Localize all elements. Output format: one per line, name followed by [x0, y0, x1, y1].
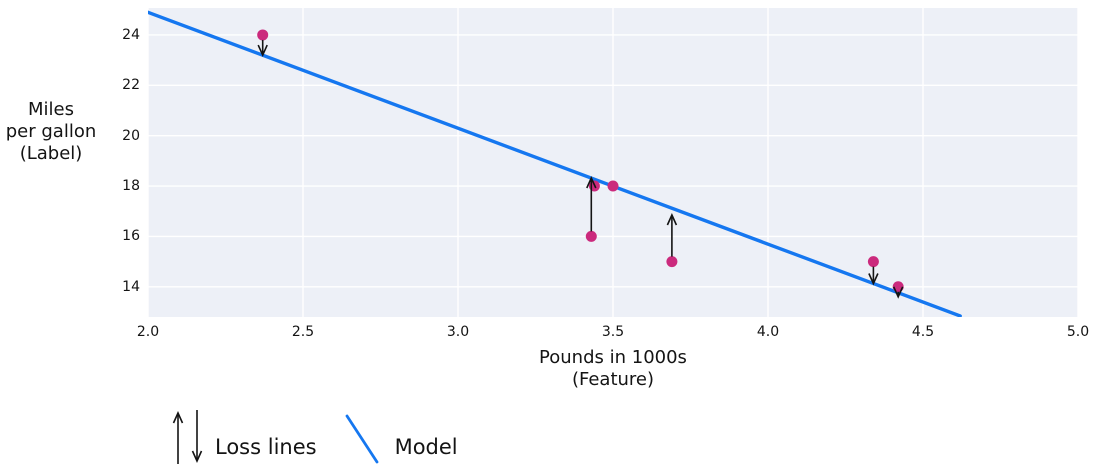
loss-arrow-head — [892, 286, 904, 299]
plot-area — [148, 8, 1078, 317]
x-tick-label: 2.0 — [136, 324, 160, 340]
x-tick-label: 4.5 — [911, 324, 935, 340]
x-axis-label: Pounds in 1000s (Feature) — [463, 347, 763, 391]
y-tick-label: 18 — [122, 178, 140, 195]
y-tick-label: 16 — [122, 228, 140, 245]
y-axis-label-line: (Label) — [19, 143, 83, 164]
data-point — [607, 180, 619, 192]
y-axis-label-line: Miles — [28, 99, 74, 120]
data-point — [867, 256, 879, 268]
y-axis-label-line: per gallon — [5, 121, 97, 142]
y-tick-label: 14 — [122, 278, 140, 295]
data-point — [257, 29, 269, 41]
x-tick-label: 3.5 — [601, 324, 625, 340]
loss-arrow-head — [257, 44, 268, 58]
x-tick-label: 4.0 — [756, 324, 780, 340]
data-point — [585, 230, 597, 242]
model-line-icon — [345, 414, 378, 464]
x-tick-label: 2.5 — [291, 324, 315, 340]
y-tick-label: 20 — [122, 127, 140, 144]
plot-canvas — [148, 8, 1078, 317]
loss-arrow-head — [586, 176, 597, 189]
x-tick-label: 5.0 — [1066, 324, 1090, 340]
model-line — [148, 10, 962, 317]
loss-lines-arrows-icon — [172, 410, 203, 464]
y-axis-label: Miles per gallon (Label) — [1, 99, 101, 165]
loss-arrow-head — [868, 273, 879, 286]
legend: Loss lines Model — [167, 405, 458, 465]
legend-label-loss-lines: Loss lines — [215, 435, 317, 459]
loss-arrow-head — [666, 213, 678, 226]
legend-label-model: Model — [394, 435, 458, 459]
x-tick-label: 3.0 — [446, 324, 470, 340]
x-axis-label-line: Pounds in 1000s — [539, 347, 687, 368]
y-tick-label: 24 — [122, 26, 140, 43]
data-point — [666, 256, 678, 268]
x-axis-label-line: (Feature) — [571, 369, 655, 390]
y-tick-label: 22 — [122, 77, 140, 94]
